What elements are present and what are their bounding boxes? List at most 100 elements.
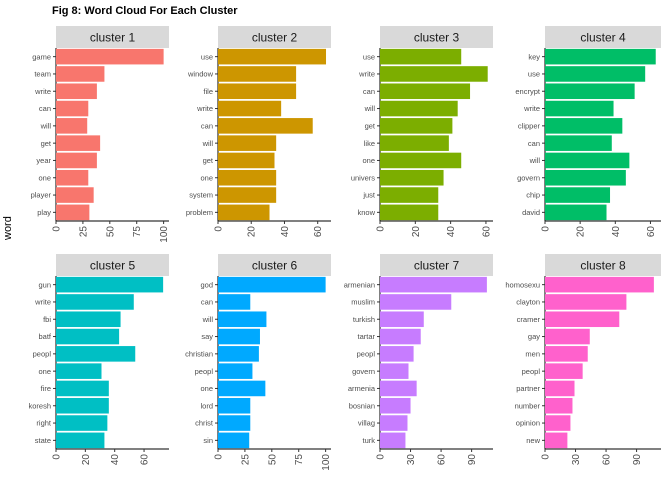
bar	[56, 118, 88, 134]
y-tick-label: univers	[351, 173, 375, 182]
bar	[545, 48, 656, 65]
y-tick-label: fbi	[43, 315, 51, 324]
y-tick-label: koresh	[28, 401, 51, 410]
bar	[218, 187, 277, 203]
bar	[545, 432, 568, 449]
x-tick-label: 90	[467, 454, 478, 466]
bar	[218, 397, 251, 414]
y-tick-label: will	[364, 104, 376, 113]
y-tick-label: gay	[528, 332, 540, 341]
y-tick-label: game	[32, 52, 51, 61]
bar	[545, 187, 611, 203]
bar	[545, 346, 588, 362]
bar	[545, 363, 583, 379]
y-tick-label: peopl	[357, 349, 376, 358]
y-tick-label: david	[522, 208, 540, 217]
y-tick-label: opinion	[516, 419, 540, 428]
x-tick-label: 60	[437, 454, 448, 466]
x-tick-label: 0	[52, 226, 63, 232]
y-tick-label: will	[202, 315, 214, 324]
bar	[218, 294, 251, 310]
panel-strip	[56, 26, 169, 48]
bar	[218, 276, 326, 293]
bar	[218, 415, 251, 431]
y-tick-label: use	[363, 52, 375, 61]
bar	[380, 204, 439, 221]
bar	[56, 328, 120, 345]
y-tick-label: get	[41, 139, 52, 148]
y-tick-label: write	[196, 104, 213, 113]
bar	[380, 432, 406, 449]
y-tick-label: number	[515, 401, 541, 410]
bar	[380, 66, 488, 82]
panel-strip-label: cluster 1	[90, 31, 136, 45]
bar	[218, 66, 297, 82]
y-tick-label: bosnian	[349, 401, 375, 410]
bar	[380, 100, 458, 117]
y-tick-label: team	[34, 70, 51, 79]
x-tick-label: 60	[602, 454, 613, 466]
y-tick-label: clayton	[516, 298, 540, 307]
bar	[218, 83, 297, 100]
x-tick-label: 30	[406, 454, 417, 466]
y-tick-label: year	[36, 156, 51, 165]
x-tick-label: 100	[321, 454, 332, 471]
bar	[56, 432, 105, 449]
y-tick-label: peopl	[195, 367, 214, 376]
bar	[56, 66, 105, 82]
bar	[218, 48, 327, 65]
y-tick-label: write	[358, 70, 375, 79]
y-tick-label: lord	[200, 401, 213, 410]
panel-strip-label: cluster 8	[580, 259, 626, 273]
bar	[218, 311, 267, 328]
y-tick-label: get	[365, 121, 376, 130]
y-tick-label: god	[200, 280, 213, 289]
x-tick-label: 0	[376, 226, 387, 232]
y-tick-label: write	[523, 104, 540, 113]
y-tick-label: get	[203, 156, 214, 165]
bar	[56, 169, 89, 186]
panel-strip-label: cluster 4	[580, 31, 626, 45]
bar	[380, 48, 462, 65]
bar	[545, 294, 627, 310]
panel-strip-label: cluster 7	[414, 259, 460, 273]
bar	[218, 100, 282, 117]
x-tick-label: 30	[571, 454, 582, 466]
bar	[218, 380, 266, 397]
y-tick-label: can	[201, 298, 213, 307]
bar	[380, 380, 417, 397]
y-tick-label: one	[38, 173, 51, 182]
bar	[545, 311, 620, 328]
y-tick-label: play	[37, 208, 51, 217]
x-tick-label: 40	[280, 226, 291, 238]
bar	[56, 397, 109, 414]
y-tick-label: can	[528, 139, 540, 148]
y-tick-label: can	[363, 87, 375, 96]
x-tick-label: 100	[159, 226, 170, 243]
y-tick-label: can	[201, 121, 213, 130]
bar	[218, 432, 250, 449]
y-tick-label: one	[200, 384, 213, 393]
y-tick-label: write	[34, 298, 51, 307]
y-tick-label: write	[34, 87, 51, 96]
bar	[380, 397, 411, 414]
y-tick-label: christian	[185, 349, 213, 358]
y-tick-label: encrypt	[515, 87, 541, 96]
y-tick-label: window	[187, 70, 214, 79]
bar	[545, 118, 623, 134]
y-tick-label: villag	[358, 419, 375, 428]
panel-strip-label: cluster 2	[252, 31, 298, 45]
x-tick-label: 75	[132, 226, 143, 238]
x-tick-label: 0	[541, 226, 552, 232]
figure-title: Fig 8: Word Cloud For Each Cluster	[52, 5, 238, 17]
bar	[218, 152, 275, 169]
y-tick-label: clipper	[518, 121, 541, 130]
bar	[218, 363, 253, 379]
y-tick-label: tartar	[357, 332, 375, 341]
x-tick-label: 20	[81, 454, 92, 466]
bar	[56, 135, 101, 151]
bar	[218, 204, 270, 221]
x-tick-label: 0	[52, 454, 63, 460]
x-tick-label: 60	[313, 226, 324, 238]
bar	[218, 135, 277, 151]
